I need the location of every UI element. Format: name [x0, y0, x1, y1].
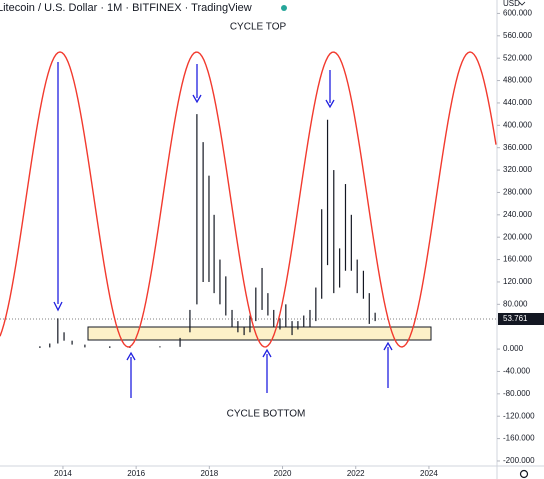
x-tick-label: 2022: [347, 469, 365, 478]
y-tick-label: 200.000: [503, 232, 532, 241]
y-axis-label: USD: [503, 0, 520, 8]
annotation-bottom: CYCLE BOTTOM: [227, 409, 306, 420]
x-tick-label: 2020: [274, 469, 292, 478]
arrows: [53, 62, 393, 398]
y-tick-label: 120.000: [503, 277, 532, 286]
y-tick-label: -200.000: [503, 456, 535, 465]
x-tick-label: 2016: [127, 469, 145, 478]
support-zone: [87, 326, 432, 341]
y-tick-label: -160.000: [503, 434, 535, 443]
y-tick-label: -120.000: [503, 411, 535, 420]
annotation-top: CYCLE TOP: [230, 22, 287, 33]
arrow-head: [53, 301, 63, 312]
y-tick-label: 0.000: [503, 344, 524, 353]
y-tick-label: 280.000: [503, 188, 532, 197]
status-dot: [281, 5, 287, 11]
x-tick-label: 2018: [200, 469, 218, 478]
y-tick-label: 440.000: [503, 98, 532, 107]
y-tick-label: 520.000: [503, 53, 532, 62]
x-tick-label: 2014: [54, 469, 72, 478]
arrow-head: [325, 99, 335, 109]
settings-icon[interactable]: [519, 469, 529, 479]
last-price-label: 53.761: [503, 314, 528, 323]
y-tick-label: 560.000: [503, 31, 532, 40]
arrow-head: [192, 94, 202, 104]
x-tick-label: 2024: [420, 469, 438, 478]
chart-title: Litecoin / U.S. Dollar · 1M · BITFINEX ·…: [0, 2, 252, 14]
y-tick-label: 320.000: [503, 165, 532, 174]
y-tick-label: -80.000: [503, 389, 531, 398]
arrow-head: [126, 351, 136, 361]
last-price-tag: [498, 313, 544, 326]
cycle-curve: [0, 51, 497, 348]
arrow-head: [383, 341, 393, 351]
arrow-head: [262, 348, 272, 358]
y-tick-label: 360.000: [503, 143, 532, 152]
y-tick-label: 400.000: [503, 120, 532, 129]
y-tick-label: 480.000: [503, 76, 532, 85]
y-tick-label: 80.000: [503, 299, 528, 308]
axes: 600.000 560.000 520.000 480.000 440.000 400.0…: [54, 9, 544, 478]
y-tick-label: 160.000: [503, 255, 532, 264]
y-tick-label: -40.000: [503, 367, 531, 376]
y-tick-label: 240.000: [503, 210, 532, 219]
y-tick-label: 600.000: [503, 9, 532, 18]
price-bars: [39, 114, 376, 348]
dropdown-icon[interactable]: [518, 1, 526, 6]
